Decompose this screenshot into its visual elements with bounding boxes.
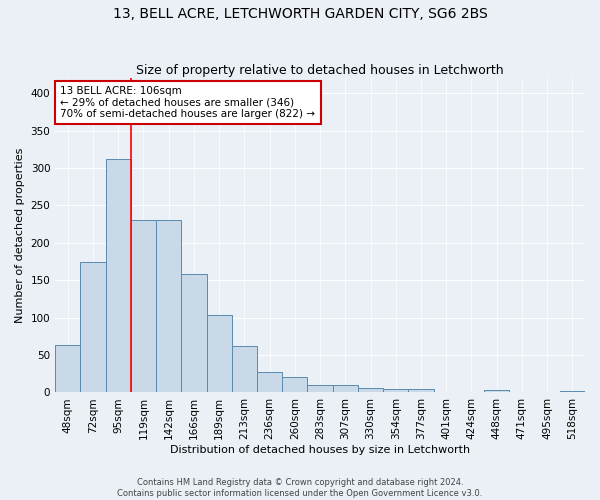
Bar (55, 346, 80, 393)
Bar (307, 385, 332, 392)
Bar (80, 262, 106, 392)
X-axis label: Distribution of detached houses by size in Letchworth: Distribution of detached houses by size … (170, 445, 470, 455)
Y-axis label: Number of detached properties: Number of detached properties (15, 148, 25, 323)
Bar (484, 390, 509, 392)
Title: Size of property relative to detached houses in Letchworth: Size of property relative to detached ho… (136, 64, 504, 77)
Text: 13, BELL ACRE, LETCHWORTH GARDEN CITY, SG6 2BS: 13, BELL ACRE, LETCHWORTH GARDEN CITY, S… (113, 8, 487, 22)
Text: 13 BELL ACRE: 106sqm
← 29% of detached houses are smaller (346)
70% of semi-deta: 13 BELL ACRE: 106sqm ← 29% of detached h… (61, 86, 316, 119)
Bar (409, 388, 434, 392)
Bar (206, 316, 232, 392)
Bar (232, 346, 257, 393)
Text: Contains HM Land Registry data © Crown copyright and database right 2024.
Contai: Contains HM Land Registry data © Crown c… (118, 478, 482, 498)
Bar (181, 274, 206, 392)
Bar (282, 376, 307, 392)
Bar (131, 220, 156, 392)
Bar (560, 391, 585, 392)
Bar (156, 220, 181, 392)
Bar (358, 388, 383, 392)
Bar (106, 159, 131, 392)
Bar (383, 388, 409, 392)
Bar (332, 385, 358, 392)
Bar (257, 372, 282, 392)
